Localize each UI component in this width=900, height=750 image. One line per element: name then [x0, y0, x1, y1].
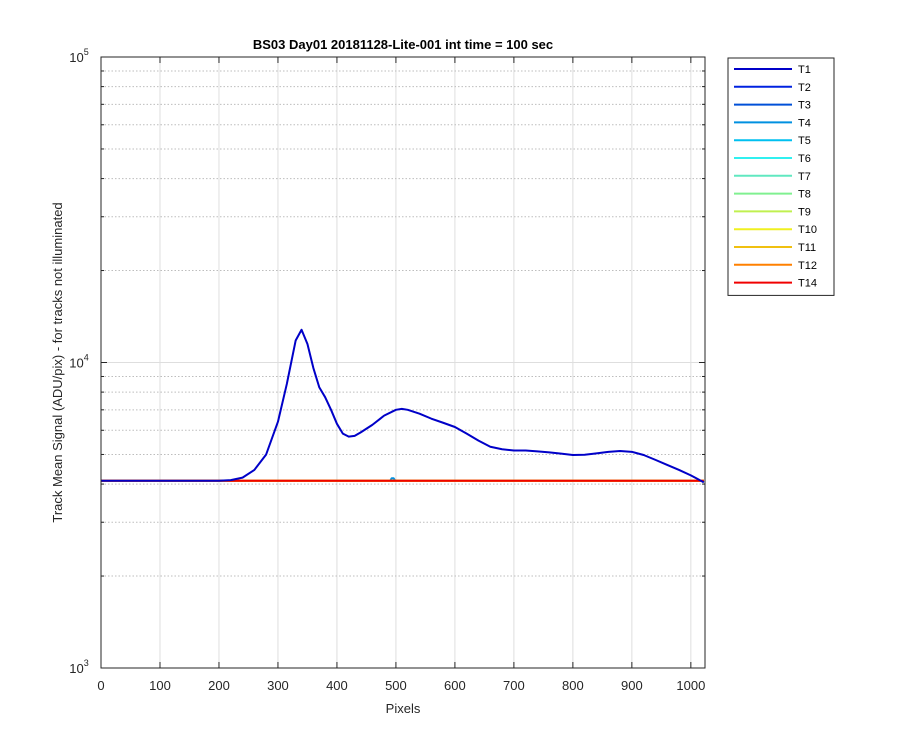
y-tick-exponent: 5: [84, 47, 89, 57]
legend-item-t3[interactable]: T3: [734, 100, 811, 112]
legend-label: T7: [798, 171, 811, 183]
legend-item-t2[interactable]: T2: [734, 82, 811, 94]
y-tick-base: 10: [69, 661, 83, 676]
y-tick-base: 10: [69, 356, 83, 371]
x-tick-label: 800: [562, 678, 584, 693]
x-axis-label: Pixels: [386, 701, 421, 716]
y-tick-exponent: 4: [84, 353, 89, 363]
legend-label: T8: [798, 189, 811, 201]
y-tick-label: 103: [69, 658, 88, 676]
x-tick-label: 300: [267, 678, 289, 693]
x-tick-label: 400: [326, 678, 348, 693]
legend-label: T3: [798, 100, 811, 112]
x-tick-label: 100: [149, 678, 171, 693]
legend-label: T2: [798, 82, 811, 94]
x-tick-label: 500: [385, 678, 407, 693]
ticks: 0 100 200 300 400 500 600 700 800 900 100010310410…: [69, 47, 705, 693]
chart-title: BS03 Day01 20181128-Lite-001 int time = …: [253, 37, 553, 52]
y-tick-base: 10: [69, 50, 83, 65]
legend-item-t6[interactable]: T6: [734, 153, 811, 165]
legend-label: T14: [798, 278, 817, 290]
legend-label: T9: [798, 206, 811, 218]
x-tick-label: 200: [208, 678, 230, 693]
legend-item-t9[interactable]: T9: [734, 206, 811, 218]
legend-item-t12[interactable]: T12: [734, 260, 817, 272]
legend-item-t11[interactable]: T11: [734, 242, 816, 254]
x-tick-label: 600: [444, 678, 466, 693]
legend-item-t14[interactable]: T14: [734, 278, 817, 290]
legend[interactable]: T1 T2 T3 T4 T5 T6 T7 T8 T9 T10 T11 T12 T14: [727, 57, 835, 296]
legend-label: T12: [798, 260, 817, 272]
grid: [100, 56, 705, 669]
legend-label: T10: [798, 224, 817, 236]
series-line-t1: [101, 328, 705, 484]
x-tick-label: 1000: [676, 678, 705, 693]
legend-label: T11: [798, 242, 816, 254]
legend-label: T6: [798, 153, 811, 165]
y-tick-label: 105: [69, 47, 88, 65]
legend-item-t8[interactable]: T8: [734, 189, 811, 201]
legend-item-t4[interactable]: T4: [734, 117, 811, 129]
legend-item-t10[interactable]: T10: [734, 224, 817, 236]
legend-label: T4: [798, 117, 811, 129]
plot-lines: [101, 328, 705, 484]
x-tick-label: 900: [621, 678, 643, 693]
y-tick-label: 104: [69, 353, 88, 371]
x-tick-label: 700: [503, 678, 525, 693]
legend-label: T5: [798, 135, 811, 147]
x-tick-label: 0: [97, 678, 104, 693]
y-tick-exponent: 3: [84, 658, 89, 668]
legend-item-t5[interactable]: T5: [734, 135, 811, 147]
legend-item-t7[interactable]: T7: [734, 171, 811, 183]
legend-label: T1: [798, 64, 811, 76]
y-axis-label: Track Mean Signal (ADU/pix) - for tracks…: [50, 202, 65, 522]
legend-item-t1[interactable]: T1: [734, 64, 811, 76]
